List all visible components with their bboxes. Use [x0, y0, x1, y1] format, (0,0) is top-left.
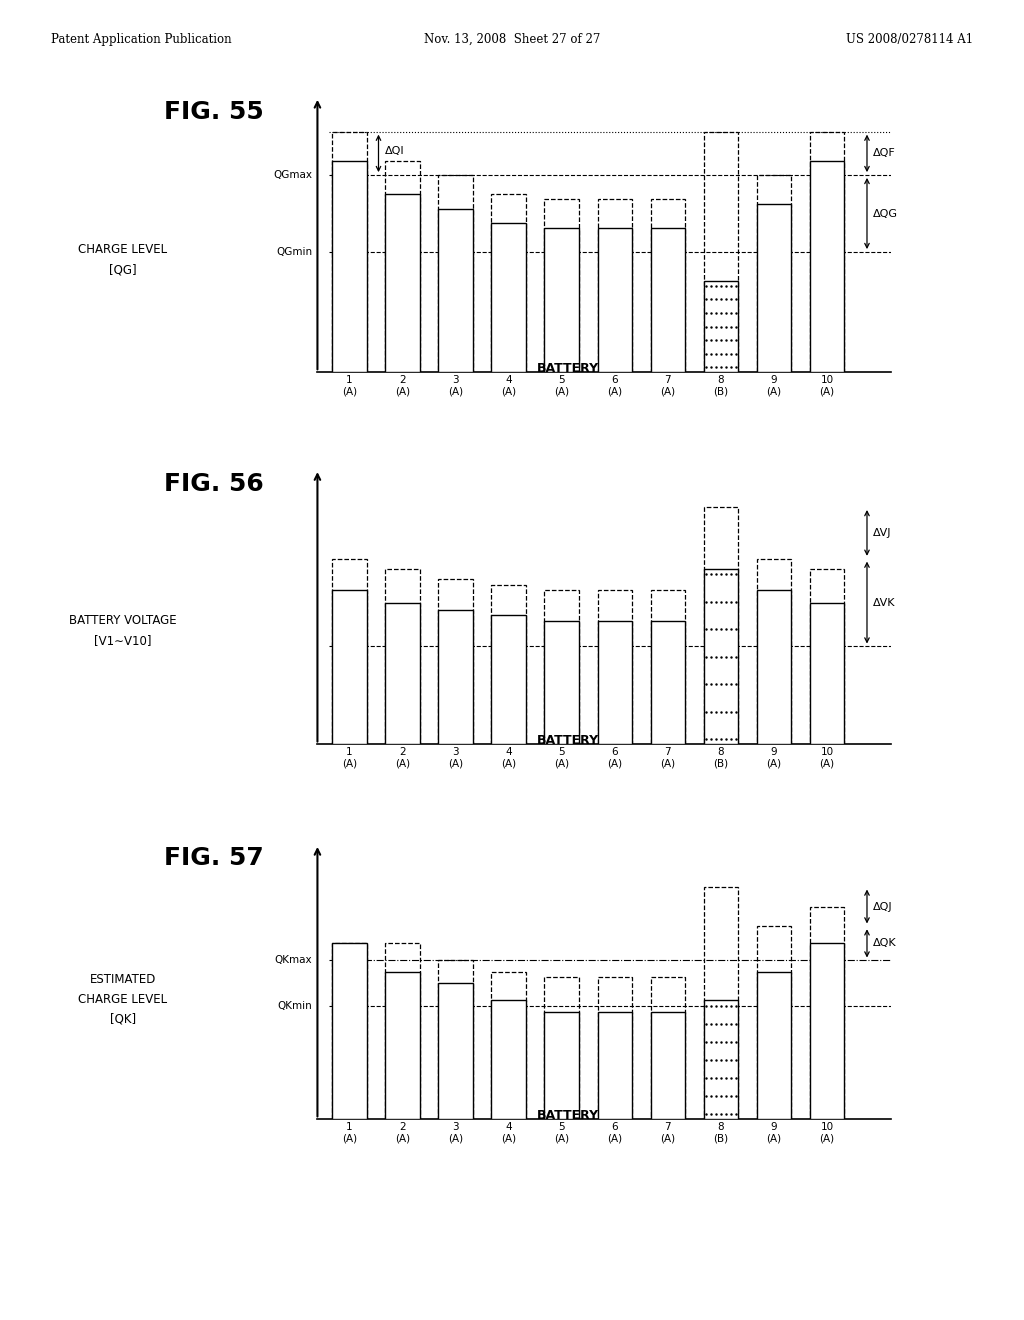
Bar — [545, 620, 579, 744]
Text: ΔQG: ΔQG — [873, 209, 898, 219]
Bar — [757, 972, 792, 1119]
Text: FIG. 57: FIG. 57 — [164, 846, 263, 870]
Text: Patent Application Publication: Patent Application Publication — [51, 33, 231, 46]
Text: QKmin: QKmin — [278, 1001, 312, 1011]
Text: ΔQK: ΔQK — [873, 939, 897, 948]
Bar — [650, 199, 685, 372]
Bar — [598, 977, 632, 1119]
Bar — [332, 944, 367, 1119]
Text: FIG. 56: FIG. 56 — [164, 473, 263, 496]
Text: ΔQI: ΔQI — [385, 147, 404, 156]
Text: FIG. 55: FIG. 55 — [164, 100, 263, 124]
Bar — [650, 977, 685, 1119]
Bar — [810, 132, 845, 372]
Bar — [438, 961, 473, 1119]
Bar — [757, 203, 792, 372]
Bar — [492, 1001, 526, 1119]
Bar — [598, 620, 632, 744]
Text: [V1∼V10]: [V1∼V10] — [94, 634, 152, 647]
Bar — [332, 590, 367, 744]
Text: [QG]: [QG] — [110, 263, 136, 276]
Text: CHARGE LEVEL: CHARGE LEVEL — [78, 993, 168, 1006]
Bar — [757, 927, 792, 1119]
Bar — [703, 569, 738, 744]
Bar — [438, 610, 473, 744]
Bar — [332, 944, 367, 1119]
Bar — [650, 620, 685, 744]
Bar — [332, 132, 367, 372]
Text: Nov. 13, 2008  Sheet 27 of 27: Nov. 13, 2008 Sheet 27 of 27 — [424, 33, 600, 46]
Text: ΔQJ: ΔQJ — [873, 902, 893, 912]
Text: BATTERY: BATTERY — [538, 362, 599, 375]
Bar — [385, 944, 420, 1119]
Bar — [810, 602, 845, 744]
Bar — [757, 558, 792, 744]
Bar — [545, 1011, 579, 1119]
Bar — [650, 228, 685, 372]
Bar — [492, 585, 526, 744]
Text: ΔVJ: ΔVJ — [873, 528, 892, 539]
Bar — [385, 161, 420, 372]
Bar — [703, 1001, 738, 1119]
Bar — [492, 615, 526, 744]
Bar — [598, 1011, 632, 1119]
Text: ESTIMATED: ESTIMATED — [90, 973, 156, 986]
Text: ΔQF: ΔQF — [873, 148, 896, 158]
Bar — [810, 161, 845, 372]
Bar — [385, 972, 420, 1119]
Bar — [385, 602, 420, 744]
Text: CHARGE LEVEL: CHARGE LEVEL — [78, 243, 168, 256]
Bar — [810, 944, 845, 1119]
Bar — [598, 199, 632, 372]
Bar — [545, 199, 579, 372]
Bar — [650, 590, 685, 744]
Bar — [385, 194, 420, 372]
Bar — [757, 590, 792, 744]
Bar — [438, 983, 473, 1119]
Bar — [545, 977, 579, 1119]
Bar — [545, 590, 579, 744]
Text: QGmin: QGmin — [276, 247, 312, 257]
Bar — [703, 132, 738, 372]
Bar — [703, 887, 738, 1119]
Text: ΔVK: ΔVK — [873, 598, 896, 607]
Text: QGmax: QGmax — [273, 170, 312, 180]
Bar — [598, 228, 632, 372]
Bar — [492, 972, 526, 1119]
Bar — [438, 579, 473, 744]
Bar — [757, 176, 792, 372]
Text: US 2008/0278114 A1: US 2008/0278114 A1 — [846, 33, 973, 46]
Bar — [545, 228, 579, 372]
Text: BATTERY: BATTERY — [538, 1109, 599, 1122]
Bar — [492, 194, 526, 372]
Bar — [332, 558, 367, 744]
Text: BATTERY VOLTAGE: BATTERY VOLTAGE — [69, 614, 177, 627]
Text: QKmax: QKmax — [274, 956, 312, 965]
Bar — [332, 161, 367, 372]
Bar — [385, 569, 420, 744]
Text: BATTERY: BATTERY — [538, 734, 599, 747]
Bar — [703, 281, 738, 372]
Bar — [810, 569, 845, 744]
Bar — [810, 907, 845, 1119]
Bar — [703, 507, 738, 744]
Text: [QK]: [QK] — [110, 1012, 136, 1026]
Bar — [598, 590, 632, 744]
Bar — [492, 223, 526, 372]
Bar — [438, 176, 473, 372]
Bar — [438, 209, 473, 372]
Bar — [650, 1011, 685, 1119]
